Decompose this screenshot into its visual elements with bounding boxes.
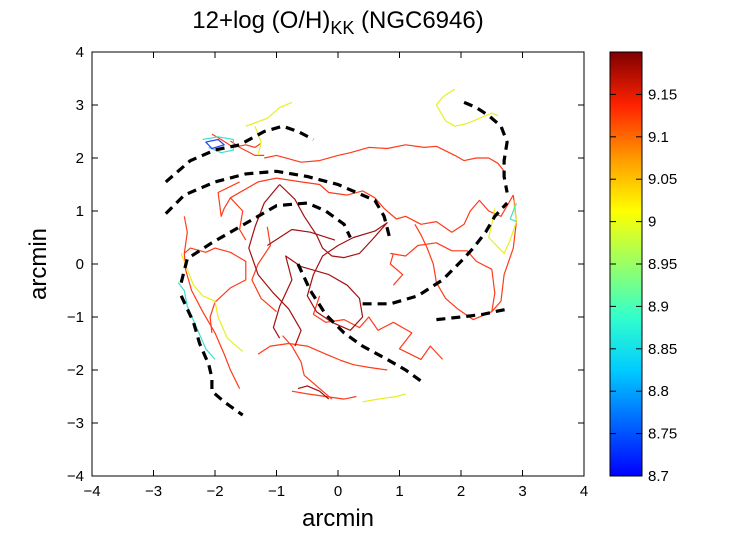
contour-line-30 bbox=[205, 138, 225, 150]
chart-title-suffix: (NGC6946) bbox=[354, 7, 483, 34]
contour-line-3 bbox=[183, 247, 247, 333]
chart-title-prefix: 12+log (O/H) bbox=[192, 7, 330, 34]
contour-line-18 bbox=[266, 228, 336, 247]
contour-line-26 bbox=[362, 393, 406, 403]
chart-title-subscript: KK bbox=[330, 18, 354, 38]
contour-lines bbox=[177, 88, 517, 403]
y-tick-label: 1 bbox=[76, 203, 84, 220]
y-tick-label: 0 bbox=[76, 256, 84, 273]
x-tick-label: 2 bbox=[457, 483, 465, 500]
x-tick-label: 4 bbox=[580, 483, 588, 500]
x-tick-label: −1 bbox=[268, 483, 285, 500]
x-tick-label: 0 bbox=[334, 483, 342, 500]
spiral-arm-6 bbox=[463, 100, 509, 193]
contour-line-6 bbox=[229, 177, 376, 241]
spiral-arm-1 bbox=[164, 169, 392, 241]
contour-line-15 bbox=[282, 335, 333, 400]
x-tick-label: 3 bbox=[518, 483, 526, 500]
x-tick-label: −3 bbox=[145, 483, 162, 500]
contour-line-23 bbox=[254, 125, 262, 156]
plot-area bbox=[91, 51, 585, 477]
contour-line-13 bbox=[312, 295, 444, 360]
contour-line-19 bbox=[248, 184, 302, 347]
colorbar-tick-label: 8.8 bbox=[648, 383, 669, 400]
colorbar-tick-label: 8.75 bbox=[648, 426, 677, 443]
contour-line-7 bbox=[217, 181, 240, 217]
axis-ticks: −4 −3 −2 −1 0 1 2 3 4 −4 −3 −2 −1 0 1 2 3 4 bbox=[67, 44, 588, 500]
spiral-arm-3 bbox=[179, 295, 244, 417]
contour-line-16 bbox=[211, 133, 262, 148]
contour-line-21 bbox=[180, 253, 244, 352]
spiral-arm-7 bbox=[436, 307, 508, 322]
x-tick-label: −4 bbox=[83, 483, 100, 500]
y-tick-label: −3 bbox=[67, 415, 84, 432]
y-axis-title: arcmin bbox=[25, 228, 52, 300]
contour-line-29 bbox=[509, 202, 517, 223]
contour-line-8 bbox=[390, 242, 496, 321]
colorbar-tick-label: 9.1 bbox=[648, 129, 669, 146]
y-tick-label: 3 bbox=[76, 97, 84, 114]
spiral-arm-4 bbox=[296, 263, 426, 385]
contour-line-4 bbox=[257, 342, 388, 371]
contour-line-10 bbox=[374, 194, 514, 233]
colorbar-tick-label: 8.7 bbox=[648, 468, 669, 485]
contour-line-2 bbox=[183, 216, 241, 389]
contour-line-0 bbox=[264, 144, 505, 172]
x-tick-label: 1 bbox=[395, 483, 403, 500]
spiral-arm-5 bbox=[362, 201, 509, 306]
x-axis-title: arcmin bbox=[302, 505, 374, 532]
colorbar-tick-label: 8.85 bbox=[648, 341, 677, 358]
colorbar-tick-label: 8.95 bbox=[648, 256, 677, 273]
contour-line-22 bbox=[245, 101, 293, 127]
colorbar-tick-label: 9.15 bbox=[648, 86, 677, 103]
colorbar-ticks: 8.7 8.75 8.8 8.85 8.9 8.95 9 9.05 9.1 9.15 bbox=[610, 86, 677, 485]
contour-line-24 bbox=[435, 88, 499, 127]
chart-title: 12+log (O/H)KK (NGC6946) bbox=[192, 7, 483, 38]
y-tick-label: 2 bbox=[76, 150, 84, 167]
contour-line-20 bbox=[297, 385, 330, 400]
contour-line-5 bbox=[251, 226, 277, 313]
y-tick-label: 4 bbox=[76, 44, 84, 61]
colorbar-tick-label: 8.9 bbox=[648, 298, 669, 315]
contour-line-17 bbox=[272, 184, 388, 339]
colorbar-tick-label: 9 bbox=[648, 214, 656, 231]
colorbar-tick-label: 9.05 bbox=[648, 171, 677, 188]
y-tick-label: −1 bbox=[67, 309, 84, 326]
contour-line-11 bbox=[414, 224, 434, 265]
y-tick-label: −2 bbox=[67, 362, 84, 379]
y-tick-label: −4 bbox=[67, 468, 84, 485]
spiral-arm-lines bbox=[164, 100, 509, 417]
contour-line-9 bbox=[389, 253, 404, 286]
spiral-arm-0 bbox=[164, 124, 315, 184]
x-tick-label: −2 bbox=[206, 483, 223, 500]
